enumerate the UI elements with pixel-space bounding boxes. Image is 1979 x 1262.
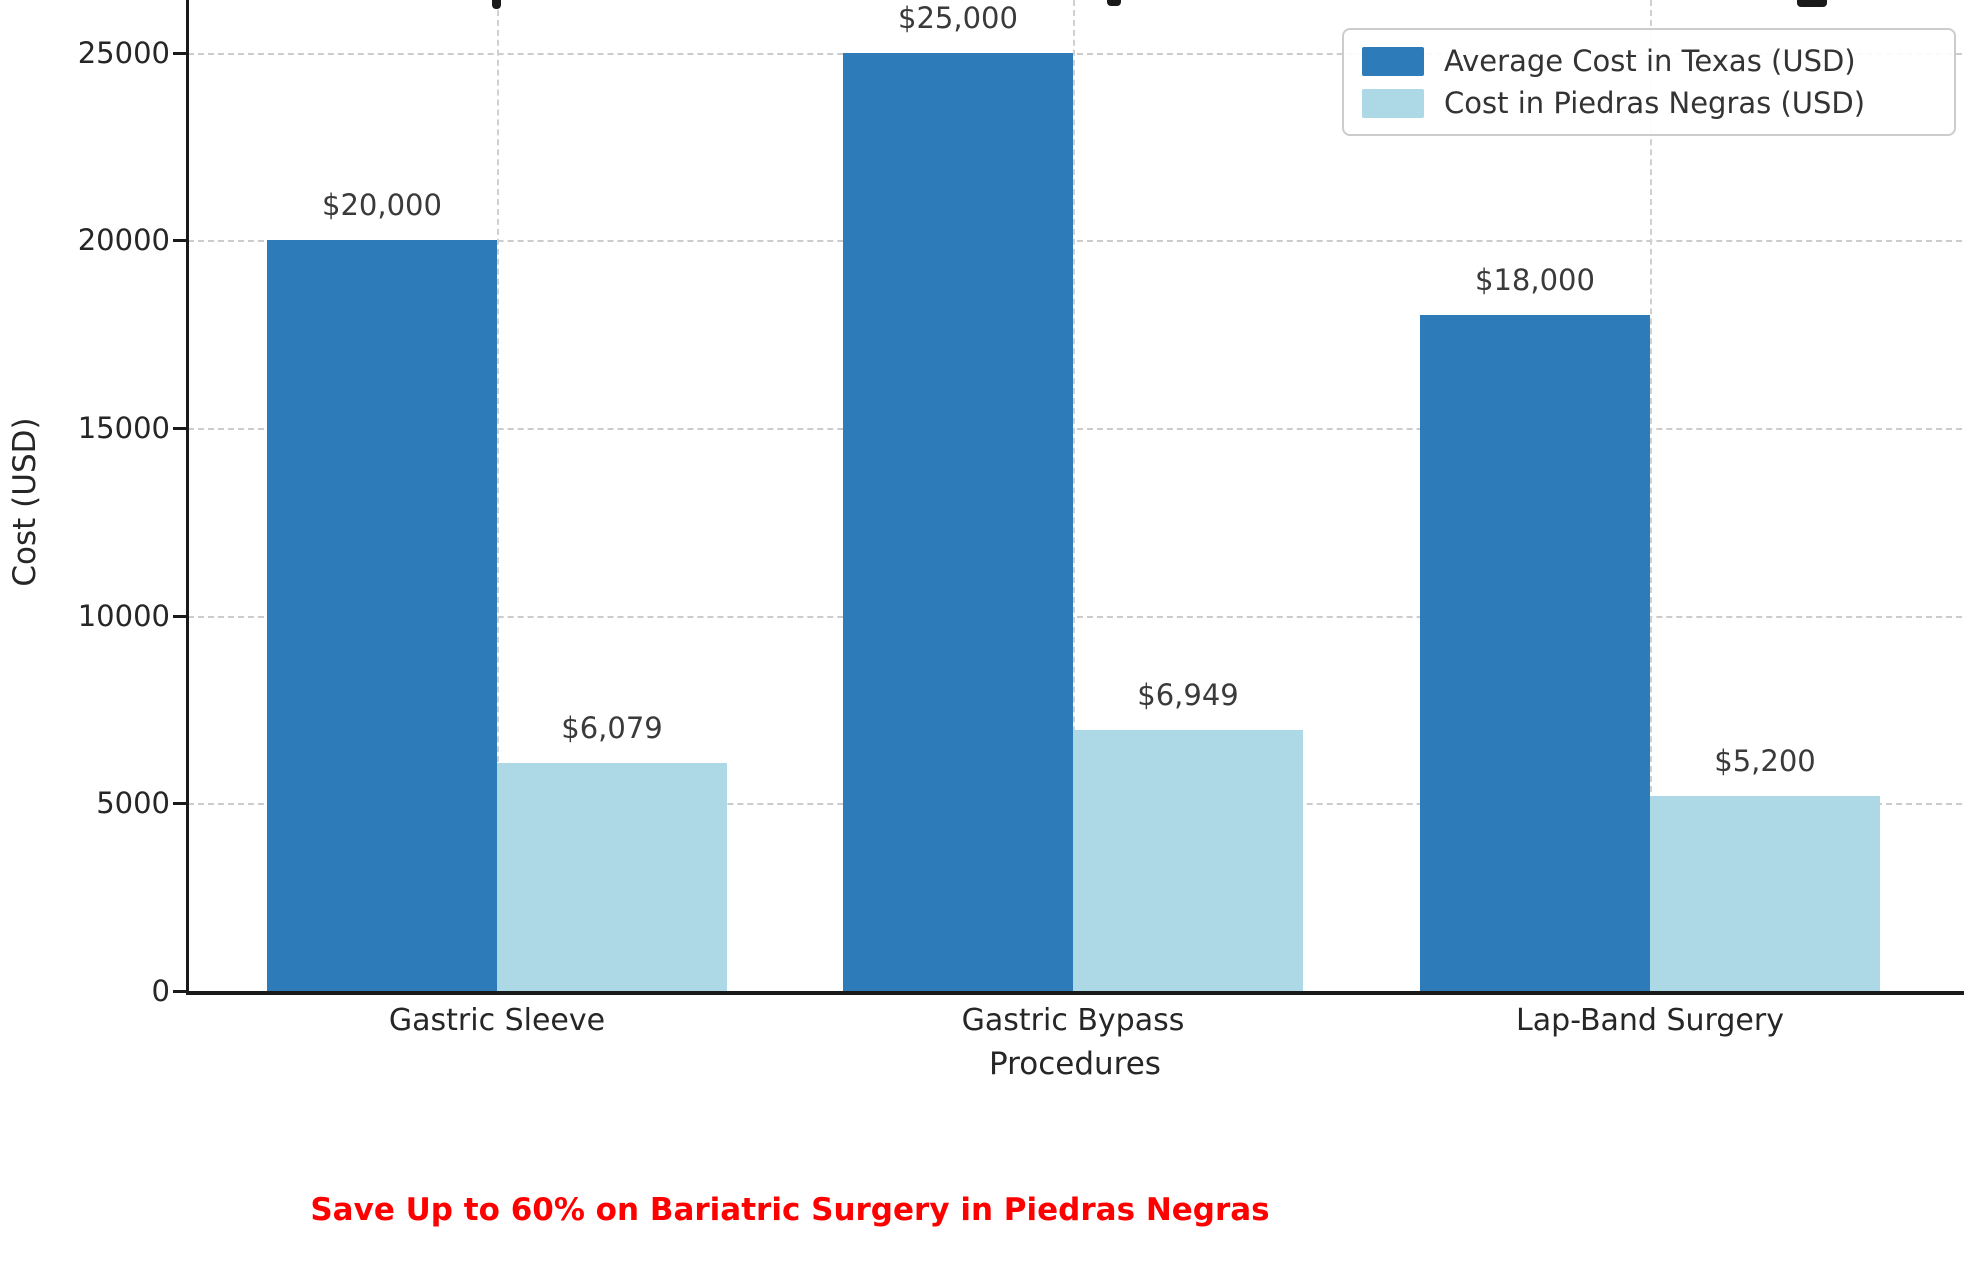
legend-entry-piedras-negras: Cost in Piedras Negras (USD)	[1362, 86, 1936, 120]
y-tick-mark	[173, 802, 186, 806]
legend-label-texas: Average Cost in Texas (USD)	[1444, 44, 1856, 78]
savings-annotation: Save Up to 60% on Bariatric Surgery in P…	[310, 1192, 1270, 1228]
y-tick-label: 15000	[77, 410, 170, 445]
y-axis-title: Cost (USD)	[7, 417, 43, 587]
gridline-horizontal	[188, 427, 1962, 430]
gridline-horizontal	[188, 240, 1962, 243]
y-tick-label: 20000	[77, 223, 170, 258]
bar-texas	[267, 240, 497, 991]
y-axis-spine	[186, 0, 189, 994]
gridline-vertical	[1650, 0, 1652, 991]
y-tick-mark	[173, 239, 186, 243]
x-tick-label: Gastric Bypass	[961, 1003, 1185, 1038]
legend-entry-texas: Average Cost in Texas (USD)	[1362, 44, 1936, 78]
legend-swatch-texas	[1362, 46, 1424, 76]
y-tick-label: 5000	[96, 786, 170, 821]
x-axis-title: Procedures	[989, 1046, 1161, 1082]
plot-area: $20,000 $25,000 $18,000 $6,079 $6,949 $5,200	[188, 0, 1962, 991]
bar-value-label: $18,000	[1475, 263, 1595, 298]
legend-label-piedras-negras: Cost in Piedras Negras (USD)	[1444, 86, 1866, 120]
clipped-title-fragment	[492, 0, 501, 9]
y-tick-label: 10000	[77, 598, 170, 633]
bar-texas	[843, 52, 1073, 991]
y-tick-mark	[173, 51, 186, 55]
x-axis-spine	[186, 991, 1964, 995]
bar-value-label: $25,000	[898, 0, 1018, 35]
y-tick-mark	[173, 990, 186, 993]
bar-piedras-negras	[1650, 795, 1880, 991]
gridline-vertical	[497, 0, 499, 991]
gridline-vertical	[1073, 0, 1075, 991]
gridline-horizontal	[188, 615, 1962, 618]
x-tick-label: Lap-Band Surgery	[1516, 1003, 1784, 1038]
bar-texas	[1420, 315, 1650, 991]
legend-swatch-piedras-negras	[1362, 88, 1424, 118]
bar-piedras-negras	[497, 762, 727, 991]
clipped-title-fragment	[1797, 0, 1827, 7]
bar-value-label: $6,079	[561, 710, 663, 745]
x-tick-label: Gastric Sleeve	[388, 1003, 606, 1038]
clipped-title-fragment	[1107, 0, 1121, 6]
bar-value-label: $5,200	[1714, 743, 1816, 778]
bar-value-label: $20,000	[322, 188, 442, 223]
bar-piedras-negras	[1073, 730, 1303, 991]
legend: Average Cost in Texas (USD) Cost in Pied…	[1342, 28, 1956, 136]
y-tick-mark	[173, 426, 186, 430]
y-tick-label: 25000	[77, 35, 170, 70]
y-tick-mark	[173, 614, 186, 618]
gridline-horizontal	[188, 52, 1962, 55]
bar-value-label: $6,949	[1137, 678, 1239, 713]
y-tick-label: 0	[151, 974, 170, 1008]
